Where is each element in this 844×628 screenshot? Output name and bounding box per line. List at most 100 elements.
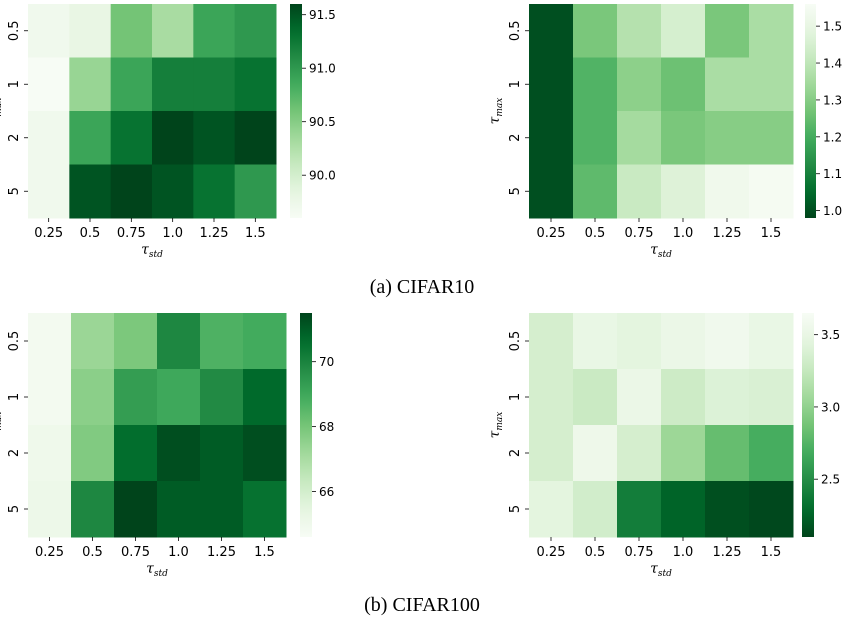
heatmap-cell-r1-c4	[193, 57, 236, 112]
heatmap-cell-r1-c5	[749, 57, 794, 112]
y-axis-label: τmax	[0, 98, 4, 125]
x-tick-label: 1.5	[761, 545, 782, 560]
heatmap-cell-r3-c2	[617, 481, 662, 538]
heatmap-cell-r0-c1	[69, 4, 112, 58]
heatmap-cell-r1-c0	[28, 57, 70, 112]
colorbar-tick-label: 2.5	[821, 473, 840, 487]
heatmap-cell-r2-c2	[617, 425, 662, 482]
y-axis-label: τmax	[487, 412, 505, 439]
heatmap-cell-r3-c0	[529, 481, 574, 538]
x-tick-label: 1.25	[713, 545, 742, 560]
y-tick-label: 2	[7, 449, 22, 457]
x-tick-label: 0.75	[625, 226, 654, 241]
heatmap-cell-r0-c0	[28, 4, 70, 58]
heatmap-cell-r3-c0	[28, 481, 72, 538]
heatmap-cell-r2-c5	[749, 425, 794, 482]
colorbar-tick-label: 1.1	[823, 167, 842, 181]
x-tick-label: 1.0	[168, 545, 189, 560]
caption-cifar10: (a) CIFAR10	[369, 276, 475, 298]
x-tick-label: 0.75	[625, 545, 654, 560]
heatmap-cell-r3-c1	[573, 481, 618, 538]
heatmap-cell-r0-c1	[573, 4, 618, 58]
x-tick-label: 1.5	[254, 545, 275, 560]
heatmap-cell-r1-c4	[200, 369, 244, 426]
heatmap-cell-r0-c2	[617, 313, 662, 370]
y-tick-label: 1	[7, 393, 22, 401]
heatmap-cell-r2-c1	[573, 425, 618, 482]
x-tick-label: 0.75	[117, 226, 146, 241]
heatmap-cell-r2-c5	[243, 425, 287, 482]
heatmap-cell-r2-c2	[110, 111, 153, 165]
heatmap-cell-r0-c0	[529, 4, 574, 58]
colorbar-tick-label: 68	[319, 420, 334, 434]
heatmap-cell-r1-c2	[617, 369, 662, 426]
x-tick-label: 1.25	[200, 226, 229, 241]
y-tick-label: 5	[7, 187, 22, 195]
heatmap-cell-r2-c1	[69, 111, 112, 165]
x-tick-label: 0.5	[585, 226, 606, 241]
heatmap-cell-r3-c2	[617, 164, 662, 219]
heatmap-cell-r3-c0	[28, 164, 70, 219]
heatmap-cell-r2-c1	[573, 111, 618, 165]
x-tick-label: 0.5	[80, 226, 101, 241]
colorbar-tick-label: 1.5	[823, 20, 842, 34]
heatmap-cell-r0-c0	[28, 313, 72, 370]
heatmap-cell-r2-c4	[200, 425, 244, 482]
heatmap-cell-r3-c1	[69, 164, 112, 219]
heatmap-cell-r1-c1	[71, 369, 115, 426]
colorbar-tick-label: 66	[319, 485, 334, 499]
y-tick-label: 0.5	[7, 331, 22, 352]
colorbar-tick-label: 91.0	[309, 62, 336, 76]
y-tick-label: 5	[7, 505, 22, 513]
heatmap-cell-r3-c5	[749, 481, 794, 538]
x-tick-label: 1.0	[673, 226, 694, 241]
heatmap-cell-r2-c2	[114, 425, 158, 482]
y-tick-label: 1	[508, 393, 523, 401]
heatmap-cell-r1-c2	[617, 57, 662, 112]
heatmap-cell-r3-c5	[234, 164, 277, 219]
heatmap-cell-r3-c2	[114, 481, 158, 538]
heatmap-cell-r2-c3	[661, 425, 706, 482]
colorbar-tick-label: 1.2	[823, 130, 842, 144]
x-tick-label: 1.5	[245, 226, 266, 241]
heatmap-cell-r3-c3	[661, 481, 706, 538]
colorbar-tick-label: 90.5	[309, 115, 336, 129]
colorbar-tick-label: 3.5	[821, 328, 840, 342]
colorbar	[300, 313, 312, 537]
heatmap-cell-r2-c4	[705, 111, 750, 165]
colorbar-tick-label: 90.0	[309, 169, 336, 183]
heatmap-cell-r1-c0	[529, 57, 574, 112]
heatmap-cell-r1-c5	[243, 369, 287, 426]
heatmap-cell-r3-c3	[661, 164, 706, 219]
heatmap-cell-r3-c2	[110, 164, 153, 219]
colorbar-tick-label: 70	[319, 355, 334, 369]
y-tick-label: 5	[508, 505, 523, 513]
colorbar-tick-label: 1.4	[823, 57, 842, 71]
colorbar-tick-label: 91.5	[309, 8, 336, 22]
x-tick-label: 1.25	[713, 226, 742, 241]
heatmap-cell-r1-c4	[705, 57, 750, 112]
y-tick-label: 2	[508, 449, 523, 457]
x-tick-label: 1.25	[207, 545, 236, 560]
heatmap-cell-r3-c4	[705, 164, 750, 219]
heatmap-cell-r2-c2	[617, 111, 662, 165]
heatmap-cell-r1-c2	[114, 369, 158, 426]
x-tick-label: 0.25	[537, 545, 566, 560]
heatmap-cell-r1-c1	[573, 57, 618, 112]
heatmap-cell-r3-c1	[71, 481, 115, 538]
heatmap-cell-r1-c3	[661, 57, 706, 112]
heatmap-cell-r3-c3	[157, 481, 201, 538]
x-tick-label: 0.75	[121, 545, 150, 560]
heatmap-cell-r0-c2	[617, 4, 662, 58]
heatmap-cell-r3-c4	[705, 481, 750, 538]
heatmap-cell-r0-c3	[157, 313, 201, 370]
colorbar	[290, 4, 302, 218]
heatmap-cell-r1-c5	[749, 369, 794, 426]
colorbar-tick-label: 1.3	[823, 93, 842, 107]
heatmap-cell-r2-c1	[71, 425, 115, 482]
heatmap-cell-r1-c3	[152, 57, 194, 112]
heatmap-cell-r0-c3	[661, 4, 706, 58]
heatmap-cell-r2-c3	[157, 425, 201, 482]
